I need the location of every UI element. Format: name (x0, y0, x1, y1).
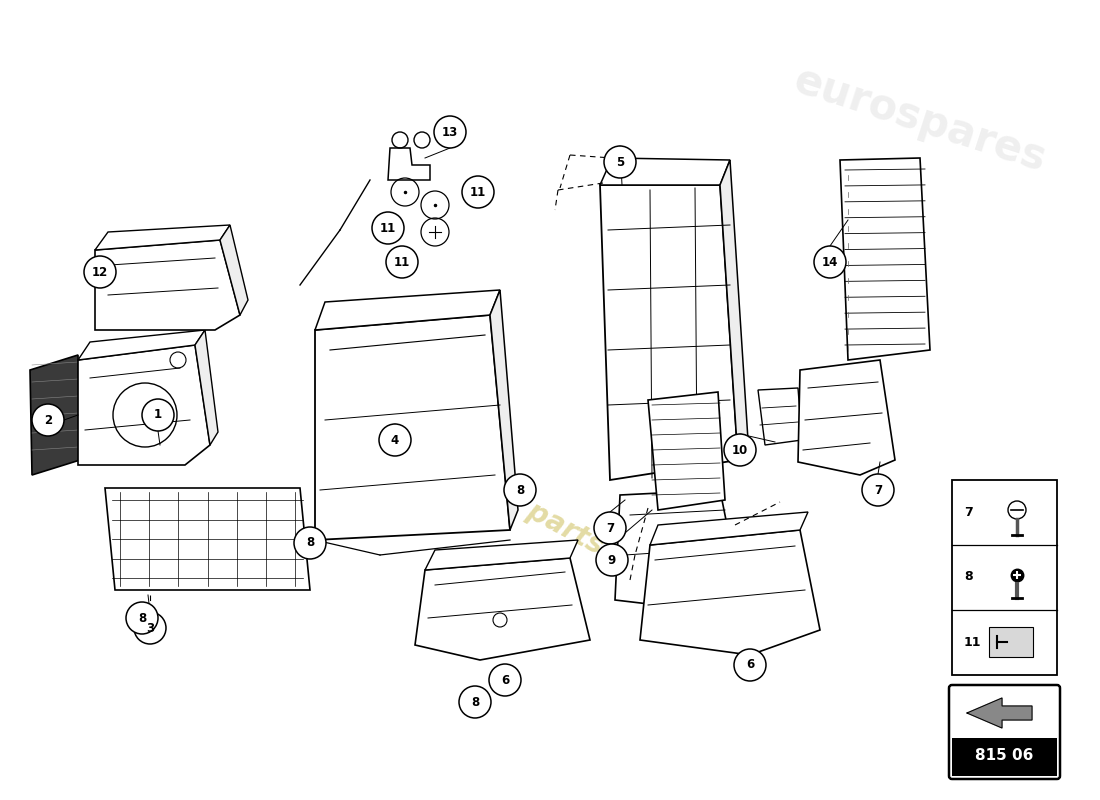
Text: 2: 2 (44, 414, 52, 426)
Circle shape (142, 399, 174, 431)
Circle shape (84, 256, 116, 288)
Polygon shape (220, 225, 248, 315)
Polygon shape (648, 392, 725, 510)
Circle shape (594, 512, 626, 544)
Polygon shape (104, 488, 310, 590)
Text: 1: 1 (154, 409, 162, 422)
Polygon shape (600, 158, 730, 185)
Text: 4: 4 (390, 434, 399, 446)
Polygon shape (78, 330, 205, 360)
Text: 8: 8 (516, 483, 524, 497)
Circle shape (32, 404, 64, 436)
FancyBboxPatch shape (949, 685, 1060, 779)
FancyBboxPatch shape (952, 738, 1057, 776)
Polygon shape (388, 148, 430, 180)
Text: 7: 7 (873, 483, 882, 497)
Polygon shape (840, 158, 929, 360)
Circle shape (386, 246, 418, 278)
Text: 6: 6 (746, 658, 755, 671)
Polygon shape (720, 160, 748, 460)
Polygon shape (967, 698, 1032, 728)
Circle shape (724, 434, 756, 466)
Polygon shape (615, 490, 740, 610)
Text: 8: 8 (306, 537, 315, 550)
Polygon shape (650, 512, 808, 545)
Polygon shape (95, 225, 230, 250)
Text: 14: 14 (822, 255, 838, 269)
Polygon shape (425, 540, 578, 570)
Polygon shape (758, 388, 802, 445)
Polygon shape (315, 315, 510, 540)
Circle shape (459, 686, 491, 718)
Text: 7: 7 (606, 522, 614, 534)
Circle shape (734, 649, 766, 681)
Text: 13: 13 (442, 126, 458, 138)
Text: 9: 9 (608, 554, 616, 566)
Circle shape (462, 176, 494, 208)
Circle shape (604, 146, 636, 178)
Polygon shape (798, 360, 895, 475)
Polygon shape (490, 290, 518, 530)
Polygon shape (600, 185, 738, 480)
Circle shape (126, 602, 158, 634)
Text: 5: 5 (616, 155, 624, 169)
Text: eurospares: eurospares (789, 59, 1052, 181)
Text: 815 06: 815 06 (976, 749, 1034, 763)
Circle shape (434, 116, 466, 148)
FancyBboxPatch shape (952, 480, 1057, 675)
Circle shape (862, 474, 894, 506)
Text: a passion for parts since 1985: a passion for parts since 1985 (336, 397, 764, 643)
Circle shape (379, 424, 411, 456)
Polygon shape (415, 558, 590, 660)
Text: 11: 11 (964, 635, 981, 649)
Polygon shape (195, 330, 218, 445)
FancyBboxPatch shape (989, 627, 1033, 657)
Text: 8: 8 (471, 695, 480, 709)
Text: 8: 8 (964, 570, 972, 583)
Text: 11: 11 (379, 222, 396, 234)
Polygon shape (30, 355, 80, 475)
Circle shape (490, 664, 521, 696)
Circle shape (372, 212, 404, 244)
Text: 12: 12 (92, 266, 108, 278)
Polygon shape (640, 530, 820, 655)
Circle shape (504, 474, 536, 506)
Text: 10: 10 (732, 443, 748, 457)
Polygon shape (95, 240, 240, 330)
Text: 11: 11 (394, 255, 410, 269)
Text: 6: 6 (500, 674, 509, 686)
Circle shape (134, 612, 166, 644)
Text: 3: 3 (146, 622, 154, 634)
Text: 7: 7 (964, 506, 972, 518)
Circle shape (294, 527, 326, 559)
Circle shape (596, 544, 628, 576)
Polygon shape (315, 290, 500, 330)
Text: 8: 8 (138, 611, 146, 625)
Text: 11: 11 (470, 186, 486, 198)
Circle shape (814, 246, 846, 278)
Polygon shape (78, 345, 210, 465)
